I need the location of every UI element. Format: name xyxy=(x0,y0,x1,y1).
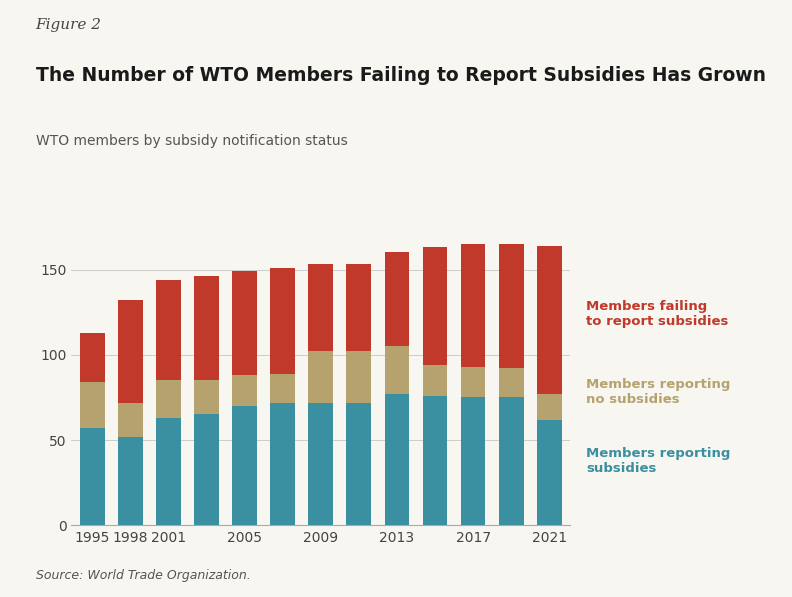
Bar xyxy=(537,420,562,525)
Bar xyxy=(80,333,105,382)
Bar xyxy=(537,245,562,394)
Bar xyxy=(346,264,371,352)
Text: Figure 2: Figure 2 xyxy=(36,18,101,32)
Bar xyxy=(423,247,447,365)
Bar xyxy=(118,300,143,402)
Bar xyxy=(423,396,447,525)
Bar xyxy=(385,394,409,525)
Bar xyxy=(80,382,105,428)
Bar xyxy=(232,271,257,376)
Text: Members reporting
no subsidies: Members reporting no subsidies xyxy=(586,378,730,407)
Text: Source: World Trade Organization.: Source: World Trade Organization. xyxy=(36,569,250,582)
Bar xyxy=(308,264,333,352)
Text: WTO members by subsidy notification status: WTO members by subsidy notification stat… xyxy=(36,134,348,148)
Bar xyxy=(461,244,485,367)
Bar xyxy=(118,402,143,436)
Bar xyxy=(80,428,105,525)
Bar xyxy=(308,402,333,525)
Text: Members failing
to report subsidies: Members failing to report subsidies xyxy=(586,300,729,328)
Bar xyxy=(423,365,447,396)
Bar xyxy=(461,367,485,398)
Bar xyxy=(118,436,143,525)
Bar xyxy=(156,418,181,525)
Bar xyxy=(499,398,524,525)
Bar xyxy=(270,268,295,374)
Bar xyxy=(461,398,485,525)
Bar xyxy=(194,276,219,380)
Bar xyxy=(385,346,409,394)
Bar xyxy=(499,244,524,368)
Bar xyxy=(270,374,295,402)
Text: Members reporting
subsidies: Members reporting subsidies xyxy=(586,447,730,475)
Text: The Number of WTO Members Failing to Report Subsidies Has Grown: The Number of WTO Members Failing to Rep… xyxy=(36,66,766,85)
Bar xyxy=(385,253,409,346)
Bar xyxy=(270,402,295,525)
Bar xyxy=(156,380,181,418)
Bar xyxy=(194,414,219,525)
Bar xyxy=(232,376,257,406)
Bar xyxy=(194,380,219,414)
Bar xyxy=(499,368,524,398)
Bar xyxy=(232,406,257,525)
Bar xyxy=(308,352,333,402)
Bar xyxy=(346,402,371,525)
Bar xyxy=(346,352,371,402)
Bar xyxy=(537,394,562,420)
Bar xyxy=(156,280,181,380)
